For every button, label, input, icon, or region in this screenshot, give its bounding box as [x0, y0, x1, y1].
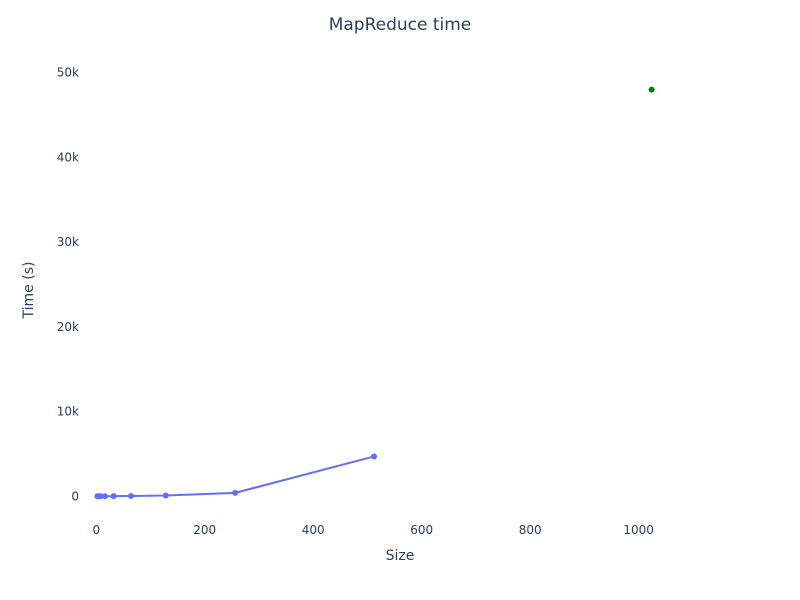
y-tick-label: 50k [57, 66, 79, 80]
x-tick-label: 400 [302, 523, 325, 537]
series-1-point [97, 493, 104, 500]
x-axis-ticks: 0 200 400 600 800 1000 [92, 523, 653, 537]
x-tick-label: 1000 [623, 523, 654, 537]
y-tick-label: 20k [57, 320, 79, 334]
x-tick-label: 0 [92, 523, 100, 537]
chart-title: MapReduce time [329, 15, 472, 35]
plot-area [94, 86, 655, 500]
y-axis-title: Time (s) [21, 262, 37, 320]
series-1-point [101, 493, 108, 500]
series-1-point [232, 489, 239, 496]
x-tick-label: 600 [410, 523, 433, 537]
x-tick-label: 200 [193, 523, 216, 537]
x-tick-label: 800 [519, 523, 542, 537]
series-1-point [110, 493, 117, 500]
y-tick-label: 10k [57, 405, 79, 419]
series-1-point [127, 492, 134, 499]
y-tick-label: 30k [57, 235, 79, 249]
series-1-point [370, 453, 377, 460]
y-tick-label: 0 [71, 489, 79, 503]
x-axis-title: Size [386, 548, 415, 564]
series-2-point [648, 86, 655, 93]
y-axis-ticks: 0 10k 20k 30k 40k 50k [57, 66, 79, 504]
y-tick-label: 40k [57, 150, 79, 164]
series-1-point [162, 492, 169, 499]
